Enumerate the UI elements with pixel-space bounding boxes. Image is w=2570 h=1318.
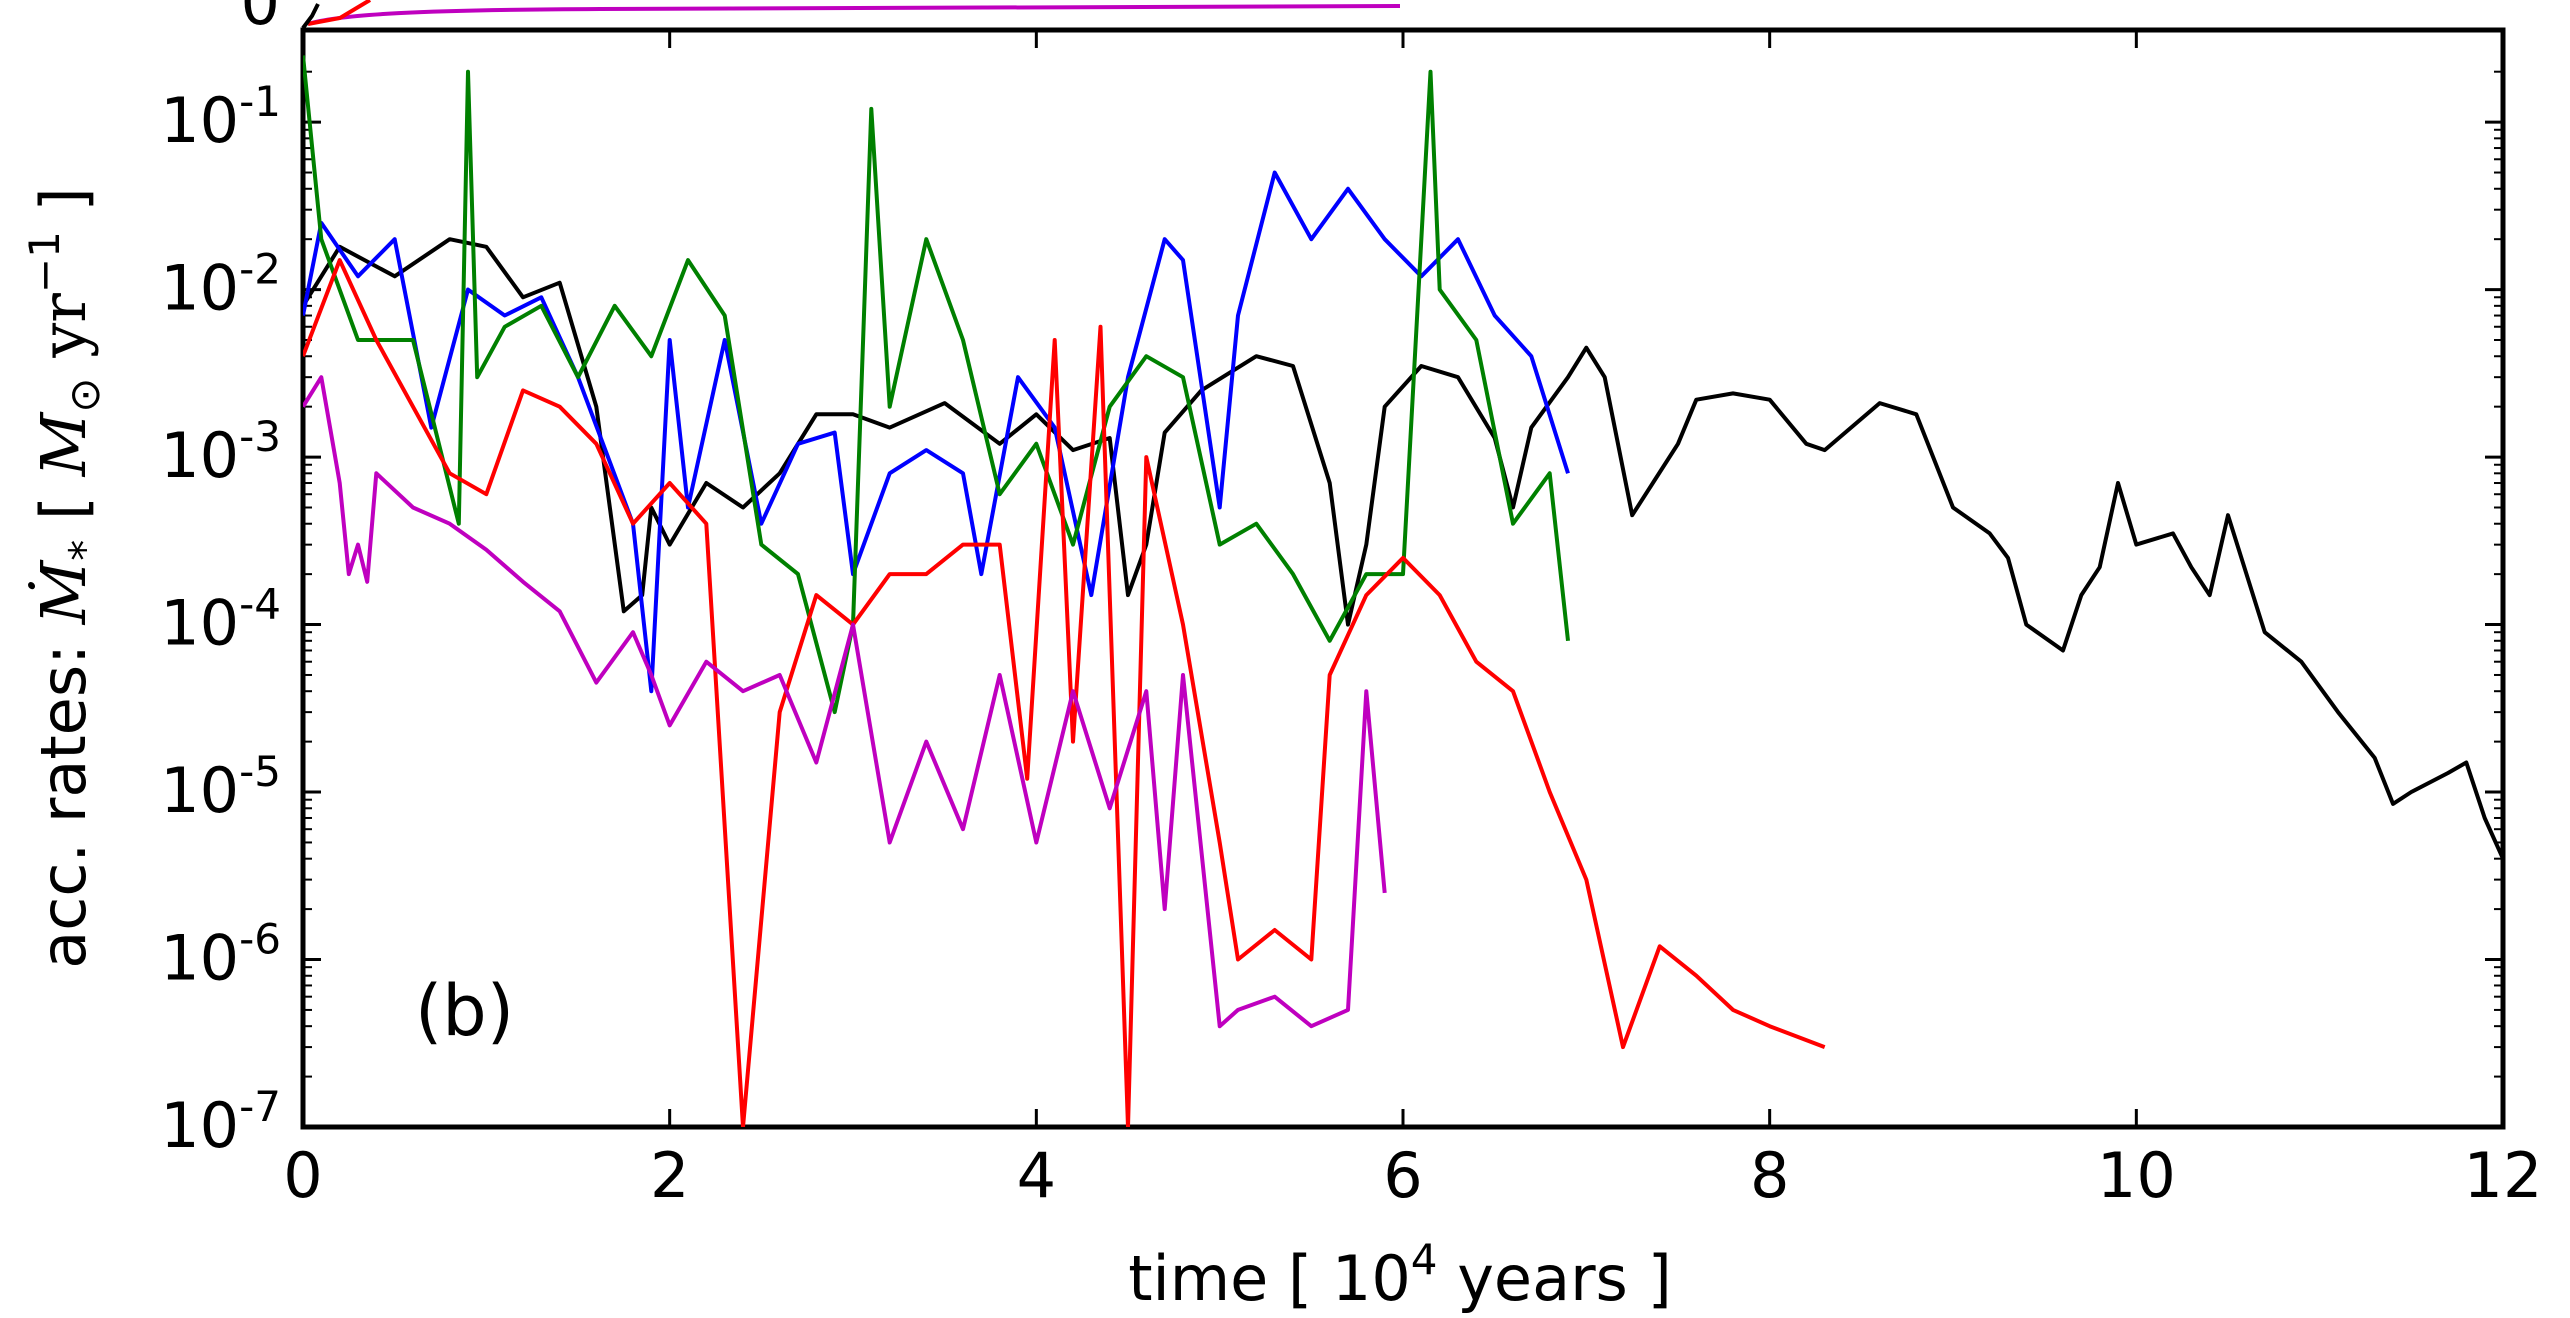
y-axis-title-open: [ [27, 476, 100, 540]
series-group [303, 55, 2503, 1127]
y-axis-title-symbol: Ṁ [27, 559, 100, 625]
y-axis-title-unit: yr [27, 293, 100, 378]
x-tick-label: 8 [1750, 1139, 1789, 1212]
x-tick-label: 10 [2097, 1139, 2176, 1212]
y-tick-label: 10-1 [160, 77, 281, 157]
x-tick-label: 0 [283, 1139, 322, 1212]
series-line-1 [303, 170, 1570, 694]
x-tick-label: 12 [2464, 1139, 2543, 1212]
top-panel: 0 [241, 0, 2503, 39]
x-axis-title-suffix: years ] [1438, 1242, 1672, 1315]
x-axis-title: time [ 104 years ] [1128, 1235, 1672, 1315]
y-tick-label: 10-3 [160, 412, 281, 492]
plot-frame [300, 27, 2506, 1130]
x-tick-label: 2 [650, 1139, 689, 1212]
y-axis-title-close: ] [27, 187, 100, 231]
top-panel-black-line [301, 3, 320, 30]
series-line-4 [303, 375, 1387, 1029]
x-axis-title-sup: 4 [1411, 1235, 1438, 1284]
x-tick-label: 6 [1383, 1139, 1422, 1212]
x-axis-title-prefix: time [ 10 [1128, 1242, 1411, 1315]
y-axis-title-sub: * [60, 540, 109, 561]
y-tick-label: 10-4 [160, 580, 281, 660]
axis-ticks: 0 2 4 6 8 10 12 10-1 10-2 10-3 10-4 10-5 10-6 10-7 [160, 30, 2542, 1212]
top-panel-magenta-line [307, 4, 1401, 26]
series-line-2 [303, 55, 1570, 715]
y-tick-label: 10-7 [160, 1082, 281, 1162]
y-axis-title-unit-sup: −1 [20, 231, 69, 293]
panel-label: (b) [415, 970, 514, 1052]
y-axis-title-prefix: acc. rates: [27, 624, 100, 968]
top-panel-red-line [307, 0, 372, 26]
y-axis-title-msun-sub: ⊙ [60, 378, 109, 413]
series-line-0 [303, 237, 2503, 860]
y-tick-label: 10-5 [160, 747, 281, 827]
y-tick-label: 10-2 [160, 245, 281, 325]
y-axis-title: acc. rates: Ṁ* [ M⊙ yr−1 ] [20, 187, 109, 968]
top-panel-y-tick-label: 0 [241, 0, 280, 39]
y-tick-label: 10-6 [160, 915, 281, 995]
y-axis-title-msun: M [27, 411, 100, 477]
series-line-3 [303, 258, 1826, 1127]
x-tick-label: 4 [1017, 1139, 1056, 1212]
